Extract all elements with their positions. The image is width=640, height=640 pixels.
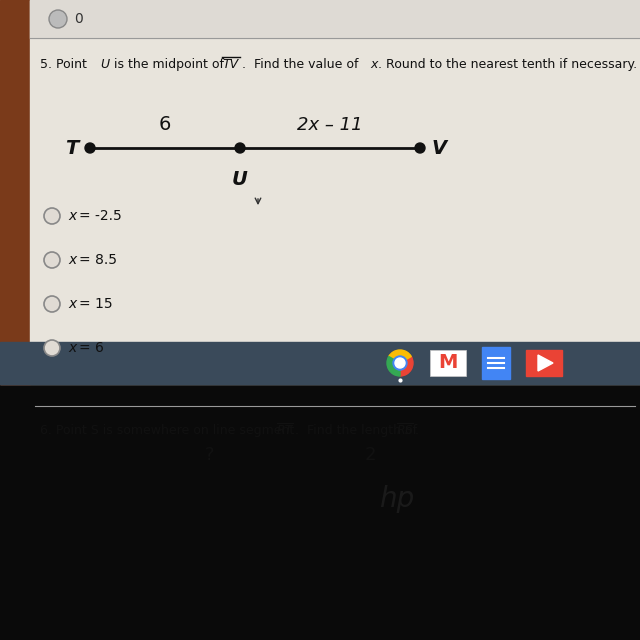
Text: .  Find the value of: . Find the value of	[242, 58, 362, 71]
Text: x: x	[68, 341, 76, 355]
Text: .  Find the length of: . Find the length of	[295, 424, 421, 437]
Bar	[482, 347, 510, 379]
Bar	[0, 384, 640, 640]
Wedge shape	[388, 350, 412, 363]
Text: x: x	[68, 297, 76, 311]
Bar	[430, 350, 466, 376]
Bar	[0, 0, 640, 384]
Circle shape	[235, 143, 245, 153]
Bar	[30, 0, 640, 342]
Text: = -2.5: = -2.5	[79, 209, 122, 223]
Text: hp: hp	[379, 485, 415, 513]
Circle shape	[44, 296, 60, 312]
Polygon shape	[538, 355, 553, 371]
Circle shape	[395, 358, 405, 368]
Bar	[526, 350, 562, 376]
Text: 0: 0	[74, 12, 83, 26]
Text: RT: RT	[277, 424, 293, 437]
Circle shape	[44, 252, 60, 268]
Text: M: M	[438, 353, 458, 372]
Wedge shape	[400, 356, 413, 376]
Text: 2x – 11: 2x – 11	[297, 116, 363, 134]
Text: = 8.5: = 8.5	[79, 253, 117, 267]
Text: U: U	[232, 170, 248, 189]
Circle shape	[44, 208, 60, 224]
Text: = 6: = 6	[79, 341, 104, 355]
Circle shape	[393, 356, 407, 370]
Text: 6: 6	[159, 115, 171, 134]
Circle shape	[415, 143, 425, 153]
Text: ?: ?	[205, 446, 215, 464]
Bar	[30, 0, 640, 38]
Bar	[0, 0, 30, 384]
Text: is the midpoint of: is the midpoint of	[110, 58, 228, 71]
Bar	[0, 342, 640, 384]
Text: 2: 2	[364, 446, 376, 464]
Text: x: x	[68, 209, 76, 223]
Text: 6. Point S is somewhere on line segment: 6. Point S is somewhere on line segment	[40, 424, 298, 437]
Circle shape	[49, 10, 67, 28]
Text: = 15: = 15	[79, 297, 113, 311]
Wedge shape	[387, 356, 400, 376]
Circle shape	[85, 143, 95, 153]
Circle shape	[44, 340, 60, 356]
Text: . Round to the nearest tenth if necessary.: . Round to the nearest tenth if necessar…	[378, 58, 637, 71]
Text: .: .	[415, 424, 419, 437]
Text: U: U	[100, 58, 109, 71]
Text: TV: TV	[222, 58, 238, 71]
Text: T: T	[65, 138, 78, 157]
Text: 5. Point: 5. Point	[40, 58, 91, 71]
Text: V: V	[432, 138, 447, 157]
Text: RS: RS	[397, 424, 413, 437]
Text: x: x	[370, 58, 378, 71]
Text: x: x	[68, 253, 76, 267]
